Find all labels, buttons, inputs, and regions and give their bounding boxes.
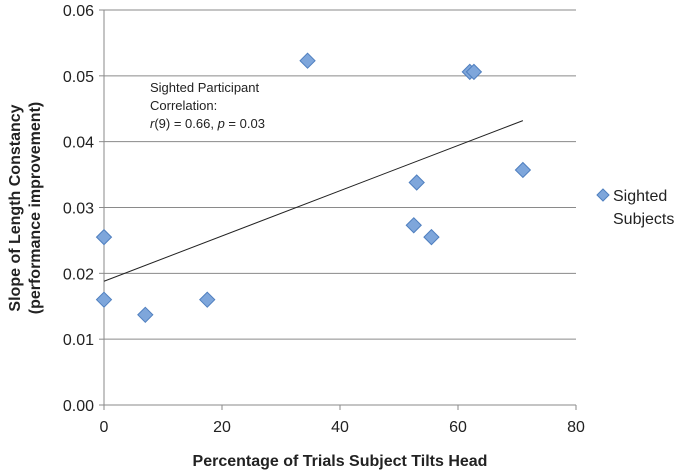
x-axis-title: Percentage of Trials Subject Tilts Head [193, 453, 488, 470]
y-tick-label: 0.05 [63, 69, 94, 86]
y-tick-labels: 0.00 0.01 0.02 0.03 0.04 0.05 0.06 [63, 3, 94, 415]
annotation-p-rest: = 0.03 [225, 116, 265, 131]
x-tick-labels: 0 20 40 60 80 [100, 419, 585, 436]
y-tick-label: 0.01 [63, 332, 94, 349]
x-tick-label: 60 [449, 419, 467, 436]
data-points [95, 52, 532, 324]
x-tick-label: 40 [331, 419, 349, 436]
y-tick-label: 0.06 [63, 3, 94, 20]
y-axis-title-line-2: (performance improvement) [27, 102, 44, 315]
data-point [405, 217, 422, 234]
y-tick-label: 0.03 [63, 201, 94, 218]
data-point [199, 291, 216, 308]
data-point [423, 228, 440, 246]
gridlines [104, 9, 576, 340]
x-tick-label: 80 [567, 419, 585, 436]
annotation-r: r [150, 116, 155, 131]
legend-marker [596, 188, 610, 202]
x-tick-label: 20 [213, 419, 231, 436]
y-tick-label: 0.02 [63, 266, 94, 283]
data-point [137, 306, 154, 324]
data-point [408, 174, 425, 191]
trendline [103, 120, 524, 282]
data-point [465, 63, 483, 81]
data-point [95, 228, 113, 246]
axes [99, 9, 577, 410]
data-point [95, 291, 113, 308]
legend: Sighted Subjects [596, 188, 674, 228]
annotation-p: p [217, 116, 225, 131]
y-tick-label: 0.00 [63, 398, 94, 415]
y-tick-label: 0.04 [63, 135, 94, 152]
y-axis-title-line-1: Slope of Length Constancy [7, 104, 24, 311]
annotation-line-1: Sighted Participant [150, 80, 260, 95]
x-tick-label: 0 [100, 419, 109, 436]
data-point [514, 161, 532, 179]
annotation-r-rest: (9) = 0.66, [154, 116, 217, 131]
data-point [299, 52, 316, 69]
legend-label-line-1: Sighted [613, 188, 667, 205]
legend-label-line-2: Subjects [613, 211, 674, 228]
annotation-line-3: r(9) = 0.66, p = 0.03 [150, 116, 265, 131]
annotation-line-2: Correlation: [150, 98, 217, 113]
